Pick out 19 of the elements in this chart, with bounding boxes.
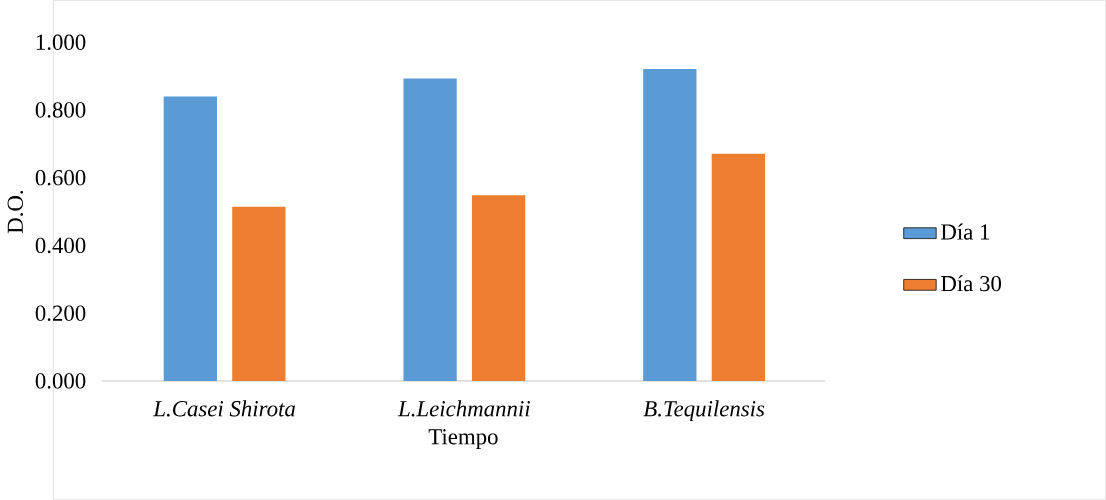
legend-label: Día 30 — [941, 275, 1002, 292]
bar — [163, 96, 217, 381]
x-tick-label: L.Leichmannii — [397, 400, 530, 417]
bar — [232, 206, 286, 381]
bar — [711, 153, 765, 381]
x-tick-label: B.Tequilensis — [643, 400, 765, 421]
bar — [471, 195, 526, 381]
y-tick-label: 0.800 — [35, 102, 86, 118]
x-tick-label: L.Casei Shirota — [153, 400, 296, 417]
y-tick-label: 0.400 — [35, 237, 86, 254]
y-tick-label: 1.000 — [36, 34, 86, 50]
y-axis-title: D.O. — [7, 190, 24, 234]
y-tick-label: 0.200 — [35, 305, 86, 321]
bar — [403, 78, 457, 381]
legend-label: Día 1 — [941, 223, 990, 240]
x-axis-title: Tiempo — [428, 428, 498, 449]
y-tick-label: 0.600 — [35, 169, 86, 186]
y-tick-label: 0.000 — [35, 373, 86, 389]
bar — [643, 68, 697, 381]
